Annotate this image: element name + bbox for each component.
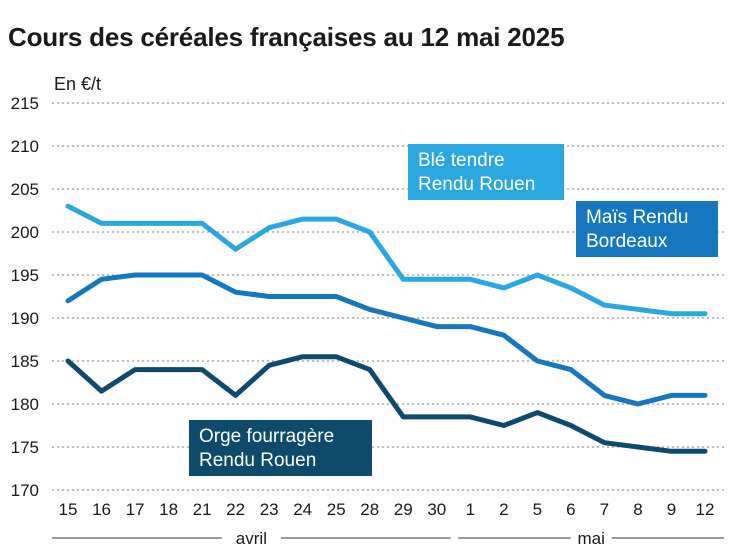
x-tick-label: 2 <box>499 500 508 519</box>
series-lines <box>65 203 708 454</box>
series-line-0 <box>65 203 708 317</box>
series-label-box <box>576 201 718 257</box>
x-tick-label: 1 <box>466 500 475 519</box>
series-label-text: Orge fourragère <box>199 426 334 447</box>
x-tick-label: 28 <box>360 500 379 519</box>
series-label-box <box>189 420 372 476</box>
month-label: avril <box>236 529 267 548</box>
series-label-text: Bordeaux <box>586 231 668 252</box>
series-line-1 <box>65 272 708 407</box>
y-tick-label: 175 <box>11 438 39 457</box>
y-tick-label: 170 <box>11 481 39 500</box>
series-label-box <box>408 144 564 200</box>
y-tick-label: 205 <box>11 180 39 199</box>
x-axis-ticks: 15 16 17 18 21 22 23 24 25 28 29 30 1 2 5 6 7 8 9 12 <box>59 500 715 519</box>
x-tick-label: 17 <box>126 500 145 519</box>
y-axis-ticks: 170 175 180 185 190 195 200 205 210 215 <box>11 94 39 500</box>
y-tick-label: 210 <box>11 137 39 156</box>
x-tick-label: 9 <box>667 500 676 519</box>
y-tick-label: 200 <box>11 223 39 242</box>
series-line-2 <box>65 354 708 454</box>
x-tick-label: 22 <box>226 500 245 519</box>
series-label-0: Blé tendre Rendu Rouen <box>408 144 564 200</box>
gridlines <box>52 102 724 491</box>
y-axis-unit-label: En €/t <box>54 74 101 94</box>
x-tick-label: 8 <box>633 500 642 519</box>
series-label-1: Maïs Rendu Bordeaux <box>576 201 718 257</box>
x-tick-label: 15 <box>59 500 78 519</box>
series-label-text: Maïs Rendu <box>586 207 688 228</box>
y-tick-label: 195 <box>11 266 39 285</box>
x-tick-label: 25 <box>327 500 346 519</box>
x-tick-label: 12 <box>696 500 715 519</box>
x-tick-label: 21 <box>193 500 212 519</box>
chart-title: Cours des céréales françaises au 12 mai … <box>8 22 565 52</box>
month-axis: avril mai <box>52 529 724 548</box>
y-tick-label: 180 <box>11 395 39 414</box>
series-label-text: Blé tendre <box>418 150 505 171</box>
x-tick-label: 24 <box>293 500 312 519</box>
y-tick-label: 185 <box>11 352 39 371</box>
x-tick-label: 30 <box>427 500 446 519</box>
series-label-text: Rendu Rouen <box>199 450 316 471</box>
series-labels: Blé tendre Rendu Rouen Maïs Rendu Bordeaux O… <box>189 144 718 476</box>
x-tick-label: 16 <box>92 500 111 519</box>
month-label: mai <box>577 529 604 548</box>
x-tick-label: 5 <box>533 500 542 519</box>
series-label-text: Rendu Rouen <box>418 174 535 195</box>
x-tick-label: 18 <box>159 500 178 519</box>
y-tick-label: 215 <box>11 94 39 113</box>
y-tick-label: 190 <box>11 309 39 328</box>
x-tick-label: 7 <box>600 500 609 519</box>
series-label-2: Orge fourragère Rendu Rouen <box>189 420 372 476</box>
x-tick-label: 29 <box>394 500 413 519</box>
x-tick-label: 23 <box>260 500 279 519</box>
x-tick-label: 6 <box>566 500 575 519</box>
